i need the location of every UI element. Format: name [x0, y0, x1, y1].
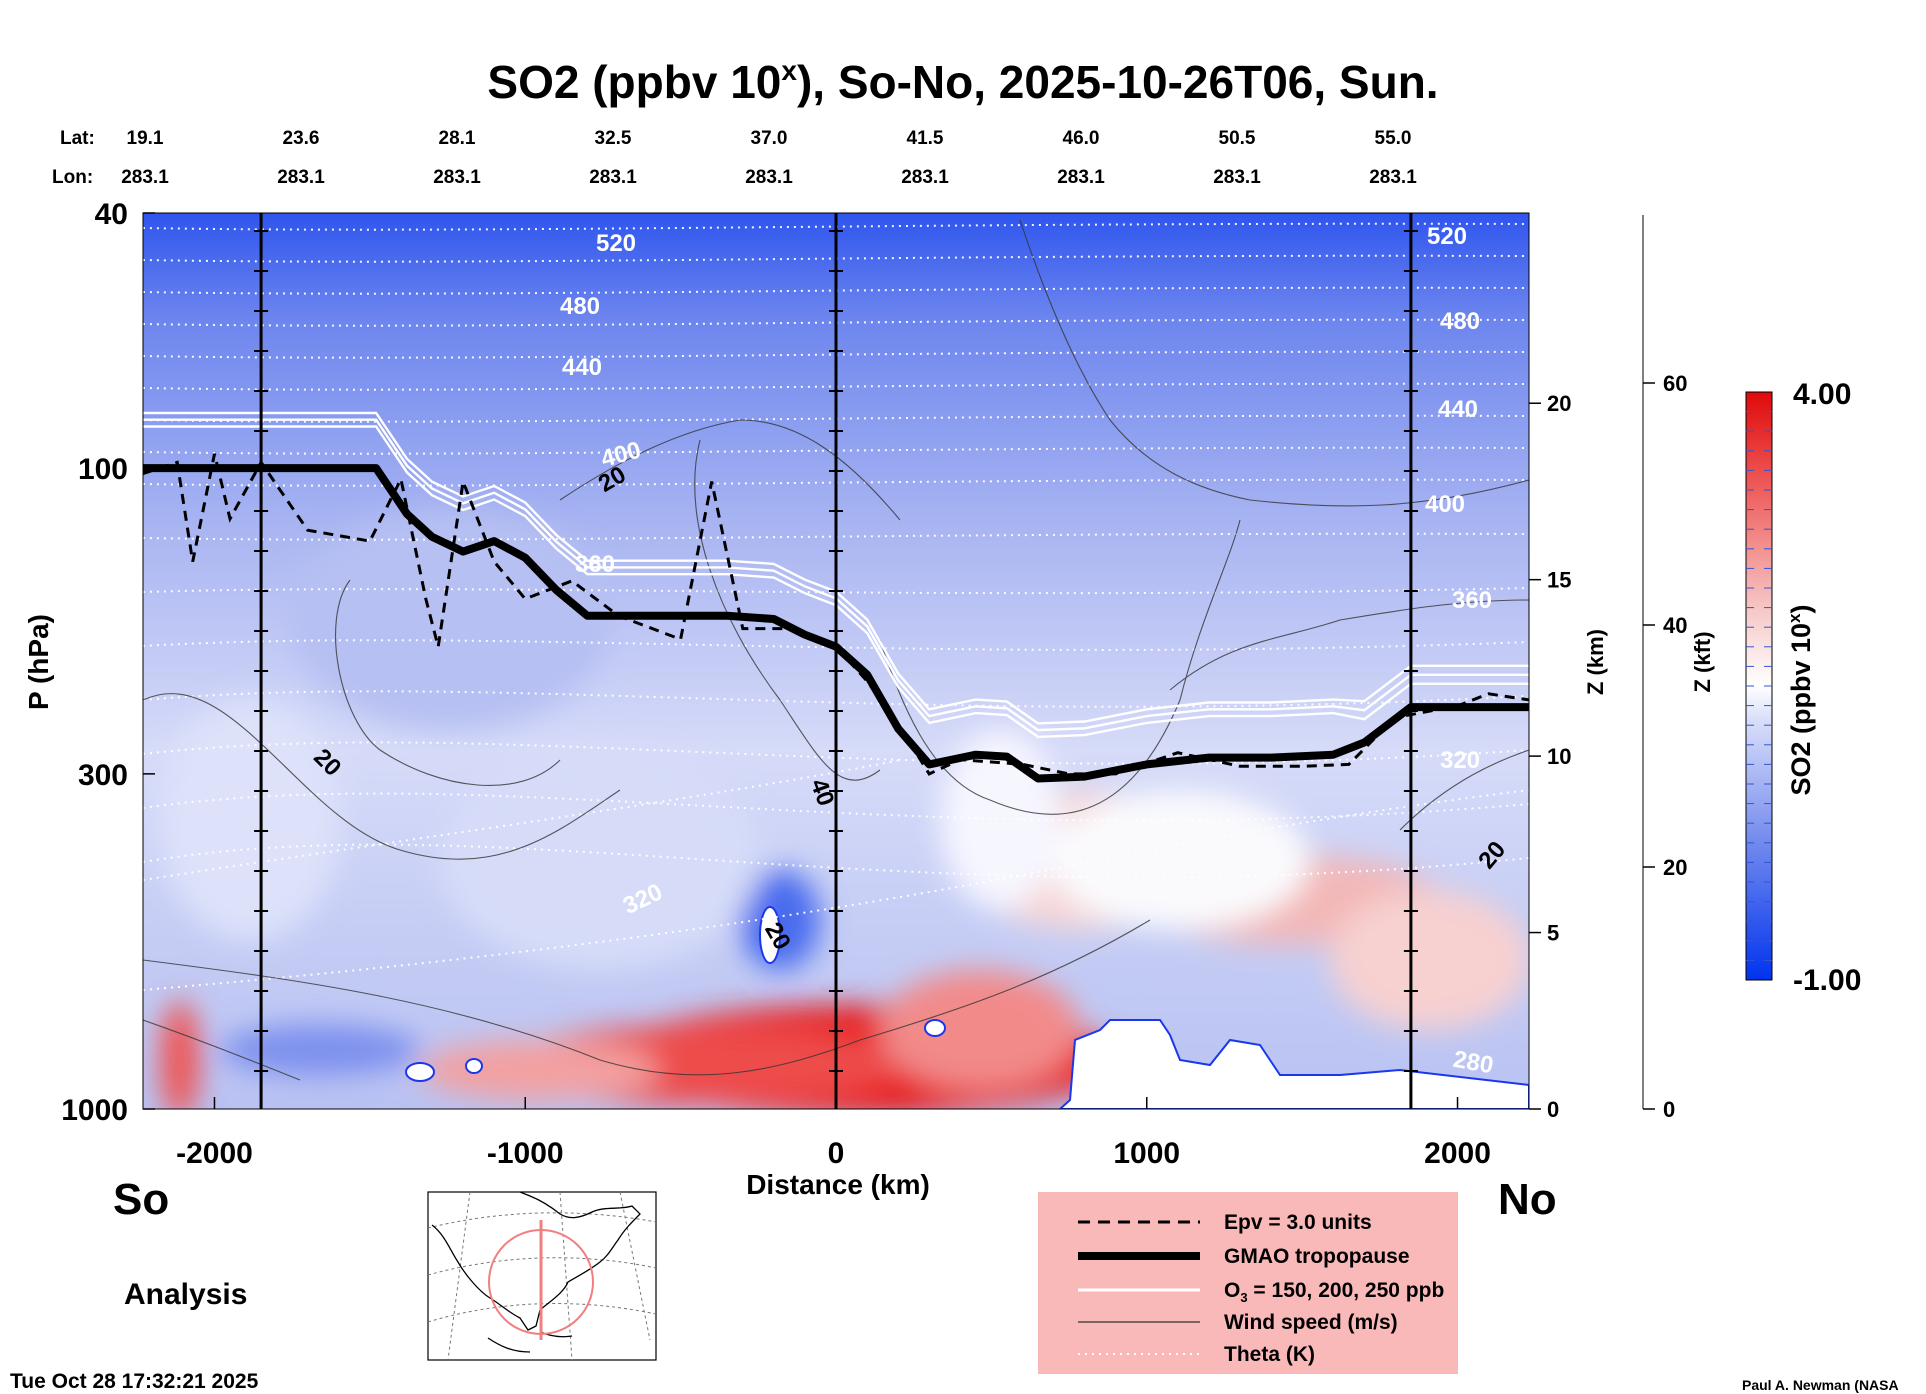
location-map	[427, 1191, 657, 1361]
theta-isentropes	[143, 222, 1529, 991]
z-km-tick-label: 20	[1547, 391, 1571, 416]
legend-epv: Epv = 3.0 units	[1224, 1211, 1372, 1234]
colorbar-ticks	[1746, 411, 1772, 961]
vertical-markers	[254, 213, 1418, 1109]
legend-theta: Theta (K)	[1224, 1343, 1315, 1366]
theta-isentrope	[143, 792, 1529, 822]
z-kft-tick-label: 60	[1663, 371, 1687, 396]
lat-value: 23.6	[283, 128, 320, 149]
lat-value: 41.5	[907, 128, 944, 149]
credit: Paul A. Newman (NASA	[1742, 1377, 1899, 1393]
theta-label: 480	[560, 293, 600, 320]
timestamp: Tue Oct 28 17:32:21 2025	[10, 1370, 259, 1393]
theta-label: 320	[1440, 747, 1480, 774]
colorbar-label: SO2 (ppbv 10x)	[1785, 604, 1816, 795]
y-tick-label: 1000	[61, 1094, 128, 1127]
theta-label: 520	[596, 230, 636, 257]
x-tick-label: 2000	[1424, 1137, 1491, 1170]
x-tick-label: 0	[828, 1137, 845, 1170]
colorbar-max: 4.00	[1793, 378, 1851, 411]
z-km-tick-label: 5	[1547, 921, 1559, 946]
lon-value: 283.1	[277, 167, 325, 188]
y-tick-label: 100	[78, 453, 128, 486]
z-km-tick-label: 10	[1547, 744, 1571, 769]
theta-isentrope	[143, 789, 1529, 991]
lat-value: 50.5	[1219, 128, 1256, 149]
z-km-tick-label: 0	[1547, 1097, 1559, 1122]
z-kft-axis-label: Z (kft)	[1690, 631, 1715, 692]
x-tick-label: 1000	[1113, 1137, 1180, 1170]
north-label: No	[1498, 1175, 1557, 1224]
theta-isentrope	[143, 759, 901, 881]
legend-wind: Wind speed (m/s)	[1224, 1311, 1398, 1334]
lon-label: Lon:	[52, 167, 93, 188]
theta-label: 440	[1438, 396, 1478, 423]
ozone-contour	[143, 418, 1529, 732]
theta-isentrope	[143, 843, 1529, 879]
epv-line	[143, 453, 1529, 776]
lon-value: 283.1	[901, 167, 949, 188]
legend-tropopause: GMAO tropopause	[1224, 1245, 1410, 1268]
z-kft-tick-label: 40	[1663, 613, 1687, 638]
z-kft-tick-label: 20	[1663, 855, 1687, 880]
x-axis-label: Distance (km)	[746, 1169, 930, 1200]
colorbar-min: -1.00	[1793, 964, 1861, 997]
lat-value: 37.0	[751, 128, 788, 149]
theta-label: 520	[1427, 223, 1467, 250]
z-kft-tick-label: 0	[1663, 1097, 1675, 1122]
lat-value: 28.1	[439, 128, 476, 149]
x-tick-label: -1000	[487, 1137, 564, 1170]
lat-label: Lat:	[60, 128, 95, 149]
theta-isentrope	[143, 741, 1529, 765]
lat-value: 46.0	[1063, 128, 1100, 149]
z-km-tick-label: 15	[1547, 568, 1571, 593]
theta-label: 480	[1440, 308, 1480, 335]
theta-label: 440	[562, 354, 602, 381]
lon-value: 283.1	[589, 167, 637, 188]
lon-value: 283.1	[1213, 167, 1261, 188]
south-label: So	[113, 1175, 169, 1224]
z-km-axis-label: Z (km)	[1583, 629, 1608, 695]
wind-speed-contours	[143, 219, 1529, 1081]
lon-value: 283.1	[1369, 167, 1417, 188]
lon-value: 283.1	[121, 167, 169, 188]
lat-value: 55.0	[1375, 128, 1412, 149]
lat-lon-header: Lat: Lon: 19.1 283.1 23.6 283.1 28.1 283.1 32.…	[52, 128, 1417, 188]
theta-label: 400	[1425, 491, 1465, 518]
legend-o3: O3 = 150, 200, 250 ppb	[1224, 1279, 1444, 1305]
colorbar: 4.00 -1.00 SO2 (ppbv 10x)	[1745, 378, 1861, 997]
x-tick-label: -2000	[176, 1137, 253, 1170]
lat-value: 19.1	[127, 128, 164, 149]
theta-label: 360	[575, 551, 615, 578]
lon-value: 283.1	[745, 167, 793, 188]
theta-label: 360	[1452, 587, 1492, 614]
ozone-contour	[143, 411, 1529, 725]
analysis-label: Analysis	[124, 1278, 247, 1311]
y-tick-label: 40	[95, 198, 128, 231]
axes: -2000 -1000 0 1000 2000401003001000Distance …	[23, 198, 1715, 1200]
chart-title: SO2 (ppbv 10x), So-No, 2025-10-26T06, Su…	[487, 55, 1438, 108]
y-axis-label: P (hPa)	[23, 614, 54, 710]
ozone-contour	[143, 425, 1529, 739]
lon-value: 283.1	[433, 167, 481, 188]
lon-value: 283.1	[1057, 167, 1105, 188]
y-tick-label: 300	[78, 759, 128, 792]
legend: Epv = 3.0 units GMAO tropopause O3 = 150…	[1038, 1192, 1458, 1374]
plot-area	[143, 213, 1529, 1109]
lat-value: 32.5	[595, 128, 632, 149]
tropopause-line	[143, 464, 1529, 783]
ozone-contours	[143, 411, 1529, 739]
